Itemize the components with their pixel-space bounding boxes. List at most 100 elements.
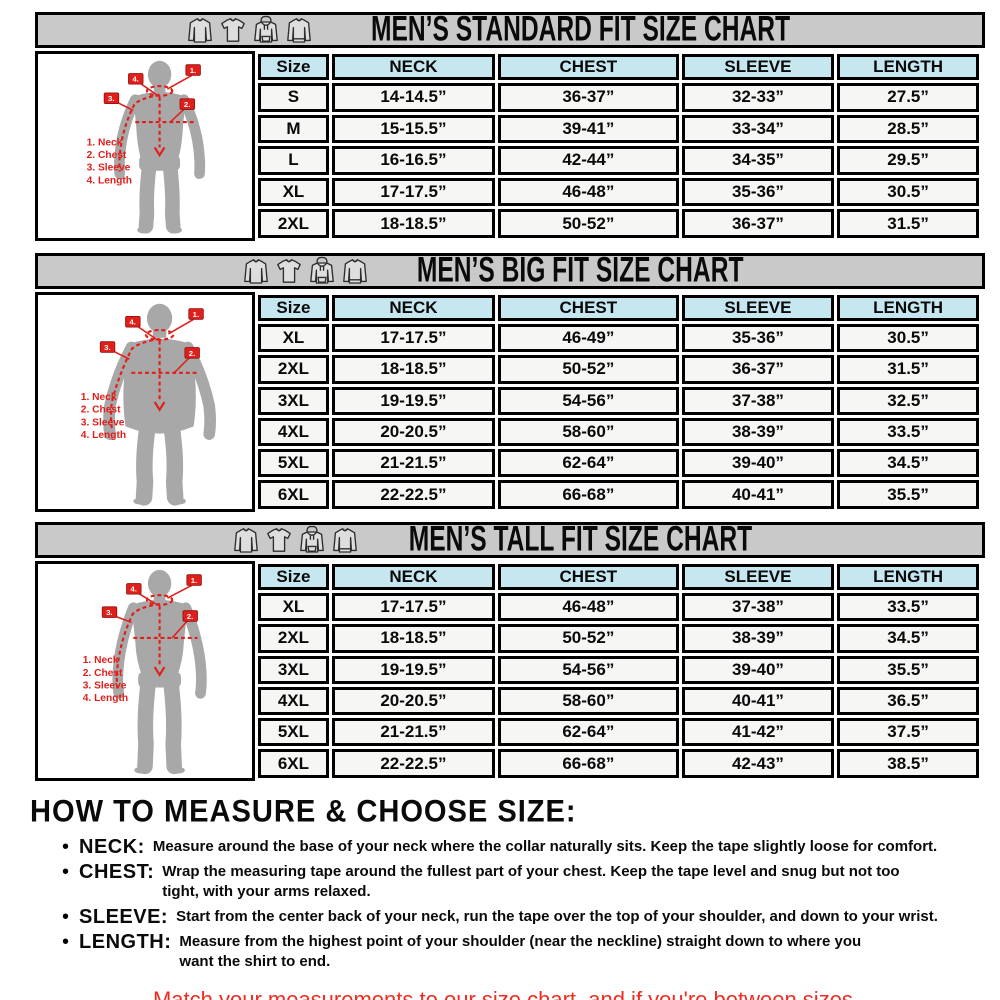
hoodie-icon [310,256,335,284]
measurement-cell: 33.5” [837,417,979,447]
size-chart-page: MEN’S STANDARD FIT SIZE CHART [0,9,1000,1000]
size-cell: S [258,83,329,112]
tall-fit-figure: 1. 4. 3. 2. 1. Neck 2. Chest 3. Sleeve 4… [35,560,255,781]
length-arrow [153,146,166,158]
column-header: SLEEVE [681,54,835,80]
svg-text:3. Sleeve: 3. Sleeve [83,680,127,691]
big-fit-title-bar: MEN’S BIG FIT SIZE CHART [35,250,985,290]
svg-text:4. Length: 4. Length [81,430,126,441]
instruction-text: Measure around the base of your neck whe… [152,837,938,855]
measurement-cell: 32.5” [837,386,979,415]
t-shirt-icon [267,527,291,552]
measurement-cell: 38-39” [681,624,835,653]
measurement-cell: 37.5” [837,718,979,747]
column-header: CHEST [497,294,679,321]
measurement-cell: 36-37” [681,355,835,384]
size-cell: 5XL [258,449,329,478]
svg-text:3.: 3. [108,94,114,103]
table-row: S 14-14.5” 36-37” 32-33” 27.5” [258,83,979,112]
measurement-cell: 66-68” [497,749,679,778]
measurement-cell: 39-40” [681,449,835,478]
measurement-cell: 50-52” [497,355,679,384]
standard-fit-table: Size NECK CHEST SLEEVE LENGTH S 14-14.5” 36-37… [255,51,982,241]
measurement-cell: 17-17.5” [331,323,495,353]
table-row: 2XL 18-18.5” 50-52” 38-39” 34.5” [258,624,979,653]
column-header: CHEST [497,54,679,80]
size-cell: 5XL [258,718,329,747]
measurement-cell: 35.5” [837,480,979,509]
chart-title: MEN’S STANDARD FIT SIZE CHART [370,9,791,49]
hoodie-icon [254,15,278,43]
measurement-lines [118,85,196,172]
measurement-cell: 20-20.5” [331,417,495,447]
standard-fit-body: 1. 4. 3. 2. 1. Neck 2. Chest 3. Sleeve 4… [35,51,985,241]
svg-text:4.: 4. [130,585,136,594]
long-sleeve-shirt-icon [234,527,258,553]
measurement-cell: 30.5” [837,177,979,207]
measurement-cell: 16-16.5” [331,146,495,175]
table-row: XL 17-17.5” 46-49” 35-36” 30.5” [258,323,979,353]
tall-fit-chart-block: MEN’S TALL FIT SIZE CHART [35,519,985,781]
svg-text:3. Sleeve: 3. Sleeve [81,417,125,428]
t-shirt-icon [221,18,245,42]
column-header: Size [258,54,329,80]
standard-fit-chart-block: MEN’S STANDARD FIT SIZE CHART [35,9,985,241]
measurement-cell: 33-34” [681,114,835,144]
column-header: LENGTH [837,294,979,321]
long-sleeve-shirt-icon [188,18,212,43]
how-to-measure-title: HOW TO MEASURE & CHOOSE SIZE: [30,793,577,829]
measurement-cell: 37-38” [681,386,835,415]
measurement-cell: 21-21.5” [331,718,495,747]
svg-text:1. Neck: 1. Neck [81,392,117,403]
size-cell: 3XL [258,386,329,415]
table-row: 6XL 22-22.5” 66-68” 40-41” 35.5” [258,480,979,509]
chart-title: MEN’S BIG FIT SIZE CHART [417,250,744,290]
t-shirt-icon [277,258,302,283]
measurement-cell: 35.5” [837,655,979,684]
svg-text:4.: 4. [129,318,135,327]
table-row: 5XL 21-21.5” 62-64” 41-42” 37.5” [258,718,979,747]
size-cell: 3XL [258,655,329,684]
measurement-cell: 38-39” [681,417,835,447]
svg-text:1.: 1. [191,576,197,585]
svg-text:2.: 2. [184,100,190,109]
measurement-cell: 35-36” [681,177,835,207]
column-header: NECK [331,294,495,321]
marker-leader-lines [113,318,195,374]
tall-body-diagram: 1. 4. 3. 2. 1. Neck 2. Chest 3. Sleeve 4… [83,569,207,774]
measurement-cell: 34-35” [681,146,835,175]
sweatshirt-icon [333,527,357,553]
hoodie-icon [300,525,324,553]
measurement-cell: 31.5” [837,209,979,238]
measurement-cell: 19-19.5” [331,386,495,415]
column-header: SLEEVE [681,294,835,321]
measurement-cell: 54-56” [497,655,679,684]
table-row: 5XL 21-21.5” 62-64” 39-40” 34.5” [258,449,979,478]
measurement-cell: 54-56” [497,386,679,415]
column-header: NECK [331,54,495,80]
table-row: 4XL 20-20.5” 58-60” 40-41” 36.5” [258,686,979,716]
big-body-diagram: 1. 4. 3. 2. 1. Neck 2. Chest 3. Sleeve 4… [81,303,217,506]
measurement-cell: 40-41” [681,686,835,716]
measurement-cell: 35-36” [681,323,835,353]
size-cell: 4XL [258,417,329,447]
standard-body-diagram: 1. 4. 3. 2. 1. Neck 2. Chest 3. Sleeve 4… [87,60,206,234]
table-row: XL 17-17.5” 46-48” 35-36” 30.5” [258,177,979,207]
instruction-label: LENGTH: [79,930,172,953]
svg-text:1. Neck: 1. Neck [87,137,123,148]
marker-boxes: 1. 4. 3. 2. [103,64,201,110]
size-cell: XL [258,177,329,207]
size-cell: M [258,114,329,144]
measurement-cell: 62-64” [497,718,679,747]
column-header: LENGTH [837,54,979,80]
measurement-cell: 40-41” [681,480,835,509]
note-line-1: Match your measurements to our size char… [152,986,860,1000]
size-cell: 2XL [258,624,329,653]
table-row: 2XL 18-18.5” 50-52” 36-37” 31.5” [258,209,979,238]
measurement-cell: 37-38” [681,592,835,622]
instruction-text: Wrap the measuring tape around the fulle… [162,862,900,900]
measure-instructions-list: • NECK: Measure around the base of your ne… [30,837,982,972]
column-header: LENGTH [837,563,979,590]
chart-title: MEN’S TALL FIT SIZE CHART [408,519,753,559]
marker-leader-lines [117,74,193,123]
